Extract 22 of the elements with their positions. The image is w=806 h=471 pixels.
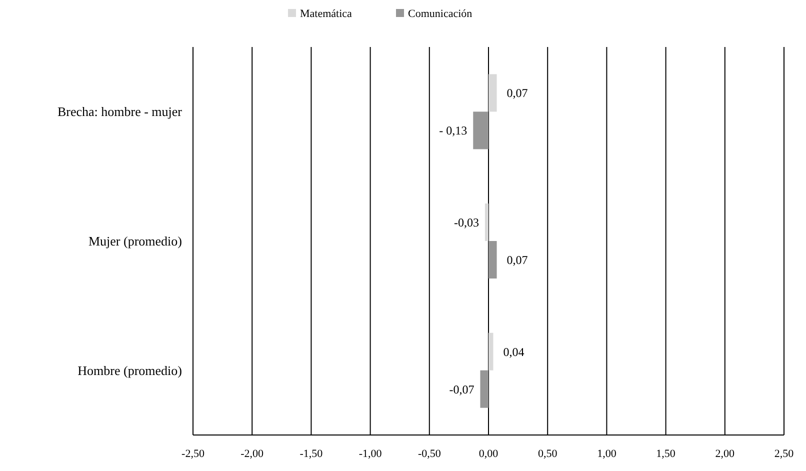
x-tick-label: 0,00 bbox=[478, 448, 499, 460]
x-tick-label: 1,50 bbox=[656, 448, 676, 460]
y-tick-label: Brecha: hombre - mujer bbox=[57, 104, 183, 120]
x-tick-label: -2,50 bbox=[182, 448, 205, 460]
data-label: 0,07 bbox=[506, 86, 528, 100]
y-tick-label: Hombre (promedio) bbox=[78, 362, 182, 378]
x-tick-label: 2,50 bbox=[774, 448, 794, 460]
x-tick-label: 2,00 bbox=[715, 448, 736, 460]
data-label: -0,07 bbox=[449, 382, 474, 396]
data-label: - 0,13 bbox=[439, 124, 468, 138]
data-label: 0,04 bbox=[503, 344, 524, 359]
data-label: 0,07 bbox=[506, 252, 528, 267]
legend-label: Matemática bbox=[300, 8, 352, 20]
data-label: -0,03 bbox=[454, 215, 479, 230]
legend-label: Comunicación bbox=[408, 8, 473, 20]
x-tick-label: 1,00 bbox=[597, 448, 617, 460]
x-tick-label: -0,50 bbox=[418, 448, 442, 460]
x-tick-label: -2,00 bbox=[240, 448, 264, 460]
x-tick-label: -1,00 bbox=[358, 448, 382, 460]
y-tick-label: Mujer (promedio) bbox=[88, 234, 182, 249]
x-tick-label: 0,50 bbox=[538, 448, 558, 460]
x-tick-label: -1,50 bbox=[300, 448, 324, 460]
